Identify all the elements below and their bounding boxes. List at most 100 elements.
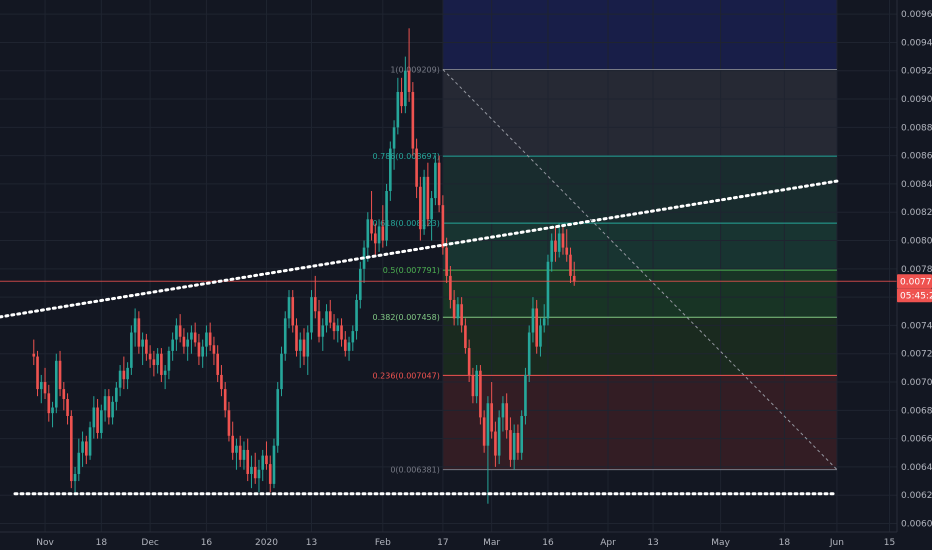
candle-body (310, 297, 313, 333)
candle-body (148, 353, 152, 360)
candle-body (54, 360, 58, 408)
candle-body (287, 297, 291, 319)
time-axis[interactable]: Nov 18 Dec 16 2020 13 Feb 17 Mar 16 Apr 13 May 18 Jun 1… (0, 531, 897, 548)
candle-body (43, 382, 47, 394)
y-tick-label: 0.008200 (901, 208, 932, 218)
candle-body (497, 417, 501, 456)
candle-body (486, 403, 490, 446)
candle-body (505, 403, 508, 431)
fib-zone (442, 270, 837, 318)
y-tick-label: 0.006200 (901, 491, 932, 501)
candle-body (291, 297, 295, 326)
y-tick-label: 0.006000 (901, 520, 932, 530)
candle-body (460, 304, 463, 326)
candle-body (36, 356, 39, 390)
candle-body (182, 336, 186, 347)
fib-level-label: 0.382(0.007458) (373, 313, 440, 322)
candle-body (512, 432, 516, 460)
candle-body (343, 339, 347, 351)
candle-body (133, 318, 137, 333)
candle-body (389, 148, 392, 192)
candle-body (396, 91, 400, 128)
x-tick-label: 16 (542, 538, 554, 548)
candle-body (242, 449, 246, 460)
fib-level-label: 0.786(0.008697) (373, 152, 440, 161)
candle-body (265, 455, 268, 465)
candle-body (355, 299, 358, 332)
candle-body (272, 445, 276, 484)
candle-body (306, 332, 310, 357)
candlestick-series (32, 28, 576, 504)
y-tick-label: 0.006600 (901, 435, 932, 445)
candle-body (193, 332, 197, 343)
x-tick-label: 16 (201, 538, 213, 548)
candle-body (47, 393, 51, 414)
y-tick-label: 0.008800 (901, 123, 932, 133)
candle-body (392, 127, 396, 149)
candle-body (227, 410, 231, 436)
candle-body (452, 299, 456, 319)
countdown-value: 05:45:26 (900, 291, 932, 301)
candle-body (467, 348, 471, 375)
candle-body (257, 469, 261, 479)
candle-body (156, 353, 159, 366)
y-tick-label: 0.008000 (901, 237, 932, 247)
x-tick-label: Nov (36, 538, 54, 548)
candle-body (565, 247, 569, 255)
candle-body (550, 240, 554, 262)
candle-body (77, 452, 81, 474)
candle-body (520, 415, 523, 453)
x-tick-label: Apr (600, 538, 616, 548)
fibonacci-zones (442, 0, 837, 470)
candle-body (385, 191, 388, 241)
x-tick-label: May (711, 538, 730, 548)
candle-body (479, 370, 482, 418)
candle-body (62, 389, 66, 399)
x-tick-label: 15 (884, 538, 895, 548)
candle-body (374, 233, 377, 244)
candle-body (471, 374, 475, 397)
fib-zone (442, 317, 837, 376)
candle-body (261, 455, 265, 470)
candle-body (220, 374, 223, 390)
candle-body (441, 205, 445, 248)
x-tick-label: 18 (779, 538, 791, 548)
x-tick-label: Feb (375, 538, 391, 548)
y-tick-label: 0.007400 (901, 321, 932, 331)
candle-body (178, 325, 182, 337)
y-tick-label: 0.007800 (901, 265, 932, 275)
candle-body (253, 466, 257, 479)
candle-body (73, 473, 77, 482)
candle-body (302, 339, 306, 357)
candle-body (208, 332, 212, 346)
candle-body (280, 353, 283, 390)
candle-body (377, 226, 381, 244)
candle-body (276, 389, 280, 446)
candle-body (197, 342, 201, 357)
candle-body (295, 325, 298, 351)
candle-body (137, 318, 141, 347)
candle-body (557, 233, 561, 252)
candle-body (122, 370, 126, 380)
candle-body (569, 254, 572, 276)
y-tick-label: 0.009400 (901, 38, 932, 48)
x-tick-label: 13 (306, 538, 317, 548)
candle-body (69, 415, 73, 482)
x-tick-label: 2020 (255, 538, 278, 548)
candle-body (118, 370, 122, 388)
fib-level-label: 0.5(0.007791) (383, 266, 440, 275)
candle-body (317, 311, 321, 337)
candle-body (501, 403, 505, 418)
fibonacci-levels: 1(0.009209) 0.786(0.008697) 0.618(0.008123… (373, 65, 837, 475)
candle-body (542, 318, 546, 326)
fib-zone (442, 375, 837, 470)
candle-body (283, 318, 287, 354)
candle-body (426, 176, 430, 220)
candle-body (85, 441, 88, 456)
candle-body (449, 275, 452, 300)
y-tick-label: 0.009600 (901, 10, 932, 20)
candle-body (475, 370, 478, 397)
candle-body (358, 268, 362, 300)
x-tick-label: 13 (647, 538, 658, 548)
candle-body (366, 219, 370, 248)
